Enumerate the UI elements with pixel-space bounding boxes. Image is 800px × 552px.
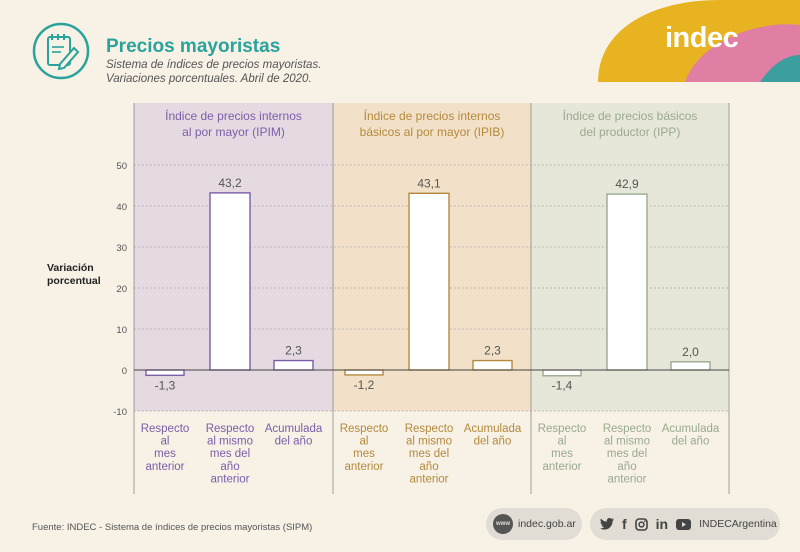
panel-title: Índice de precios internos (364, 108, 501, 123)
category-label: mes (154, 448, 176, 460)
panel-title: Índice de precios básicos (563, 108, 698, 123)
panel-title: al por mayor (IPIM) (182, 125, 285, 139)
data-label: -1,4 (552, 379, 573, 393)
twitter-icon[interactable] (600, 518, 614, 530)
bar (542, 369, 582, 377)
category-label: mes del (210, 448, 250, 460)
category-label: Respecto (141, 423, 190, 435)
category-label: mes del (607, 448, 647, 460)
category-label: Respecto (405, 423, 454, 435)
website-link[interactable]: indec.gob.ar (518, 518, 576, 530)
bar (273, 359, 314, 371)
facebook-icon[interactable]: f (622, 516, 627, 532)
y-tick-label: 30 (116, 243, 127, 254)
data-label: -1,3 (155, 378, 176, 392)
category-label: Respecto (340, 423, 389, 435)
y-tick-label: 50 (116, 161, 127, 172)
subtitle-line-2: Variaciones porcentuales. Abril de 2020. (106, 73, 312, 85)
category-label: año (220, 461, 239, 473)
bar (670, 361, 711, 371)
category-label: anterior (410, 473, 449, 485)
panel-title: del productor (IPP) (580, 125, 681, 139)
source-note: Fuente: INDEC - Sistema de índices de pr… (32, 522, 313, 533)
category-label: mes del (409, 448, 449, 460)
bar (606, 193, 648, 371)
y-tick-label: 40 (116, 202, 127, 213)
category-label: del año (474, 436, 512, 448)
bar (344, 369, 384, 376)
category-label: anterior (345, 461, 384, 473)
y-axis-label: porcentual (47, 275, 101, 287)
category-label: anterior (543, 461, 582, 473)
panel-title: Índice de precios internos (165, 108, 302, 123)
social-handle[interactable]: INDECArgentina (699, 518, 777, 530)
website-pill[interactable]: www indec.gob.ar (486, 508, 582, 540)
indec-logo[interactable]: indec (665, 22, 739, 54)
subtitle-line-1: Sistema de índices de precios mayoristas… (106, 59, 322, 71)
bar (145, 369, 185, 377)
category-label: del año (672, 436, 710, 448)
bar (209, 192, 251, 371)
linkedin-icon[interactable]: in (655, 516, 669, 532)
y-axis-label: Variación (47, 262, 94, 274)
data-label: 43,2 (218, 176, 242, 190)
instagram-icon[interactable] (634, 517, 648, 531)
data-label: -1,2 (354, 378, 375, 392)
logo-teal-shape (760, 55, 800, 82)
y-tick-label: 0 (122, 366, 127, 377)
data-label: 2,3 (285, 344, 302, 358)
category-label: Acumulada (464, 423, 522, 435)
data-label: 2,0 (682, 345, 699, 359)
notepad-pencil-icon (32, 22, 90, 80)
bar (472, 359, 513, 371)
category-label: anterior (146, 461, 185, 473)
category-label: del año (275, 436, 313, 448)
category-label: al (161, 436, 170, 448)
data-label: 42,9 (615, 177, 639, 191)
category-label: mes (551, 448, 573, 460)
category-label: Respecto (603, 423, 652, 435)
bar (408, 192, 450, 371)
social-pill: f in INDECArgentina (590, 508, 780, 540)
indec-logo-shapes (598, 0, 800, 82)
y-tick-label: 20 (116, 284, 127, 295)
category-label: Respecto (206, 423, 255, 435)
category-label: Acumulada (265, 423, 323, 435)
logo-pink-shape (685, 24, 800, 82)
category-label: al mismo (207, 436, 253, 448)
category-label: al mismo (406, 436, 452, 448)
data-label: 2,3 (484, 344, 501, 358)
category-label: año (419, 461, 438, 473)
panel-title: básicos al por mayor (IPIB) (360, 125, 505, 139)
category-label: al mismo (604, 436, 650, 448)
page-title: Precios mayoristas (106, 36, 281, 57)
category-label: Acumulada (662, 423, 720, 435)
category-label: mes (353, 448, 375, 460)
category-label: al (360, 436, 369, 448)
category-label: Respecto (538, 423, 587, 435)
page-subtitle: Sistema de índices de precios mayoristas… (106, 58, 321, 86)
category-label: anterior (608, 473, 647, 485)
youtube-icon[interactable] (676, 518, 692, 530)
y-tick-label: -10 (113, 407, 127, 418)
y-tick-label: 10 (116, 325, 127, 336)
category-label: anterior (211, 473, 250, 485)
category-label: año (617, 461, 636, 473)
web-icon: www (493, 514, 513, 534)
data-label: 43,1 (417, 176, 441, 190)
category-label: al (558, 436, 567, 448)
